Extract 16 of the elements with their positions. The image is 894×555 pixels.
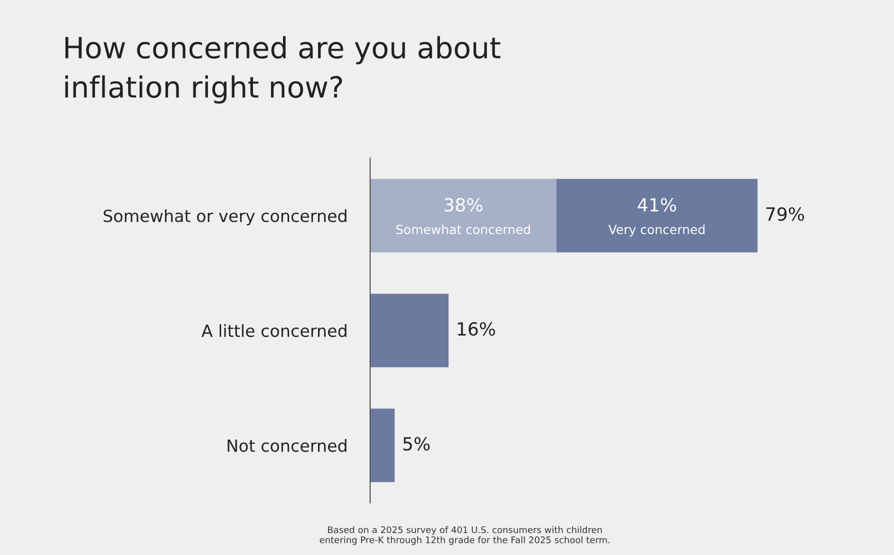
y-tick-label: Not concerned [228, 439, 346, 452]
y-tick-label: A little concerned [202, 324, 346, 338]
bar [370, 408, 395, 482]
total-label: 5% [403, 436, 430, 451]
chart-title: How concerned are you about inflation right now? [65, 36, 500, 104]
series-label: Somewhat concerned [396, 224, 530, 234]
data-label: 41% [638, 198, 676, 212]
y-tick-label: Somewhat or very concerned [104, 209, 346, 226]
text: Based on a 2025 survey of 401 U.S. consumers with children entering Pre-K through 12th grade for the Fall 2025 school term. [320, 526, 610, 546]
bar [556, 178, 758, 252]
bar [370, 178, 556, 252]
total-label: 79% [766, 207, 804, 221]
series-label: Very concerned [608, 224, 704, 237]
bar [370, 294, 449, 368]
total-label: 16% [458, 322, 496, 336]
data-label: 38% [444, 198, 482, 212]
